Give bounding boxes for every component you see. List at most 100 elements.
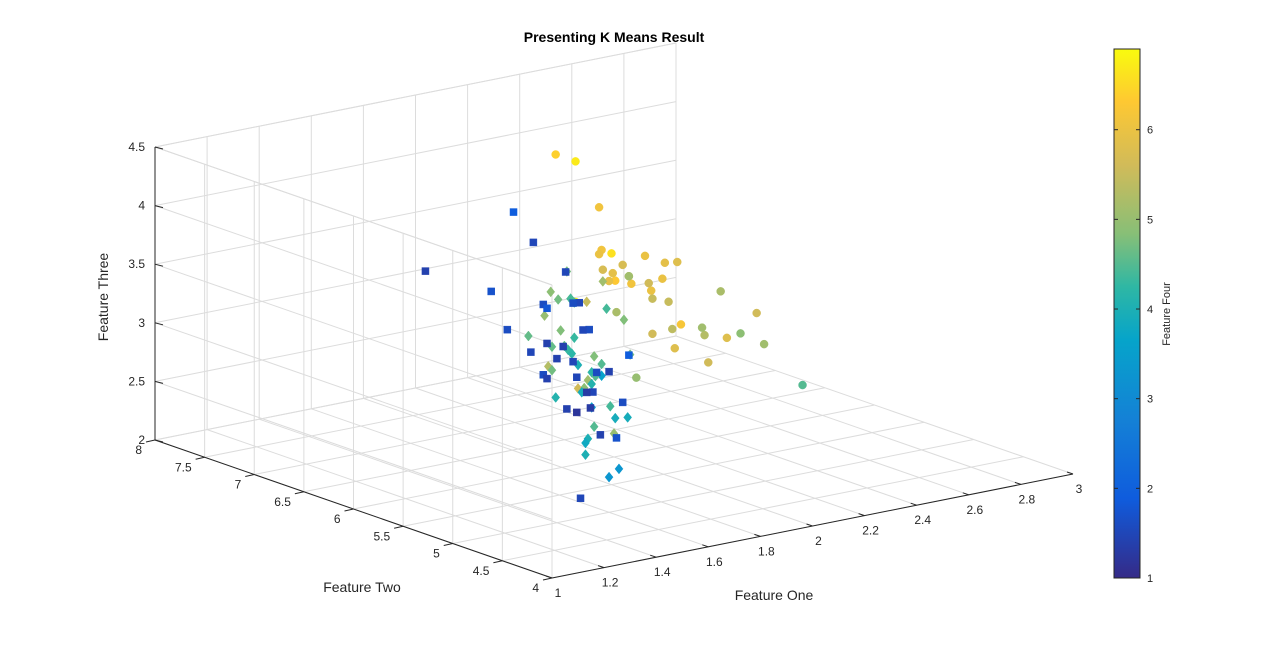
square-marker bbox=[543, 339, 551, 348]
circle-marker bbox=[612, 307, 621, 317]
x-tick-mark bbox=[754, 533, 761, 537]
square-marker bbox=[582, 388, 591, 397]
circle-marker bbox=[668, 324, 677, 334]
diamond-marker bbox=[547, 364, 557, 376]
circle-marker bbox=[697, 323, 707, 332]
circle-marker bbox=[598, 265, 608, 274]
square-marker bbox=[573, 408, 581, 417]
square-marker bbox=[618, 398, 627, 407]
floor-gridline-y bbox=[254, 370, 776, 475]
circle-marker bbox=[632, 373, 641, 382]
x-tick-mark bbox=[1066, 471, 1074, 475]
circle-marker bbox=[646, 286, 656, 295]
circle-marker bbox=[644, 278, 653, 288]
square-marker bbox=[543, 304, 551, 313]
x-tick-label: 2.4 bbox=[914, 513, 931, 527]
wall-gridline-z bbox=[154, 335, 677, 441]
z-tick-mark bbox=[154, 322, 164, 326]
colorbar-tick-label: 6 bbox=[1147, 125, 1153, 137]
circle-marker bbox=[676, 320, 686, 329]
y-tick-label: 6 bbox=[334, 512, 341, 526]
square-marker bbox=[596, 431, 605, 439]
diamond-marker bbox=[581, 437, 590, 449]
y-tick-mark bbox=[145, 439, 156, 443]
circle-marker bbox=[752, 308, 761, 318]
y-axis-label: Feature Two bbox=[323, 579, 401, 595]
circle-marker bbox=[640, 251, 650, 261]
square-marker bbox=[579, 326, 587, 334]
z-tick-mark bbox=[154, 380, 164, 384]
y-tick-label: 7.5 bbox=[175, 460, 192, 474]
floor-gridline-y bbox=[403, 421, 925, 527]
x-tick-label: 1.8 bbox=[758, 544, 775, 558]
z-tick-mark bbox=[154, 439, 164, 443]
x-tick-label: 3 bbox=[1076, 482, 1083, 496]
diamond-marker bbox=[614, 463, 624, 475]
square-marker bbox=[605, 367, 613, 376]
x-tick-label: 2.6 bbox=[966, 503, 983, 517]
circle-marker bbox=[648, 294, 657, 303]
circle-marker bbox=[664, 297, 673, 306]
x-tick-mark bbox=[858, 513, 865, 517]
diamond-marker bbox=[524, 330, 533, 342]
diamond-marker bbox=[546, 286, 556, 298]
diamond-marker bbox=[589, 421, 599, 433]
circle-marker bbox=[759, 339, 769, 349]
square-marker bbox=[569, 357, 577, 366]
y-tick-mark bbox=[493, 560, 503, 564]
axes-lines bbox=[145, 146, 1074, 581]
x-tick-mark bbox=[910, 502, 917, 506]
x-axis-label: Feature One bbox=[735, 587, 814, 603]
square-marker bbox=[573, 373, 581, 381]
circle-marker bbox=[660, 258, 670, 268]
diamond-marker bbox=[602, 303, 611, 315]
diamond-marker bbox=[551, 392, 561, 403]
y-tick-label: 8 bbox=[135, 443, 142, 457]
circle-marker bbox=[704, 358, 713, 367]
circle-marker bbox=[624, 271, 634, 281]
square-marker bbox=[421, 267, 430, 275]
circle-marker bbox=[736, 329, 745, 338]
y-tick-label: 5 bbox=[433, 547, 440, 561]
diamond-marker bbox=[604, 471, 614, 483]
diamond-marker bbox=[540, 310, 549, 322]
square-marker bbox=[527, 348, 535, 356]
diamond-marker bbox=[597, 358, 606, 370]
square-marker bbox=[553, 354, 561, 363]
colorbar-tick-label: 5 bbox=[1147, 214, 1153, 226]
diamond-marker bbox=[582, 296, 592, 308]
z-tick-mark bbox=[154, 263, 164, 267]
box-edge bbox=[154, 42, 677, 148]
circle-marker bbox=[551, 150, 560, 159]
z-tick-mark bbox=[154, 205, 164, 209]
y-tick-mark bbox=[195, 456, 205, 460]
square-marker bbox=[625, 351, 633, 359]
z-tick-mark bbox=[154, 146, 164, 150]
box-edge bbox=[154, 146, 553, 286]
diamond-marker bbox=[569, 332, 579, 344]
x-tick-label: 1.2 bbox=[602, 576, 619, 590]
diamond-marker bbox=[556, 325, 565, 336]
z-tick-label: 4.5 bbox=[128, 140, 145, 154]
circle-marker bbox=[571, 157, 580, 166]
colorbar-ticks: 1 2 3 4 5 6 bbox=[1114, 125, 1153, 585]
y-tick-mark bbox=[344, 508, 354, 512]
y-tick-mark bbox=[245, 474, 255, 477]
x-tick-mark bbox=[806, 523, 813, 527]
z-tick-label: 2.5 bbox=[128, 374, 145, 388]
square-marker bbox=[592, 368, 601, 377]
colorbar-label: Feature Four bbox=[1161, 282, 1173, 346]
wall-gridline-z bbox=[154, 276, 677, 382]
wall-gridline-z bbox=[154, 380, 553, 520]
square-marker bbox=[563, 405, 571, 413]
x-tick-mark bbox=[1014, 481, 1022, 485]
circle-marker bbox=[716, 287, 725, 296]
wall-gridline-z bbox=[154, 101, 677, 207]
z-tick-label: 4 bbox=[138, 199, 145, 213]
y-tick-mark bbox=[394, 525, 404, 529]
colorbar-tick-label: 3 bbox=[1147, 394, 1153, 406]
wall-gridline-z bbox=[154, 322, 553, 462]
circle-marker bbox=[700, 330, 709, 340]
x-tick-label: 1.6 bbox=[706, 555, 723, 569]
square-marker bbox=[543, 374, 551, 383]
